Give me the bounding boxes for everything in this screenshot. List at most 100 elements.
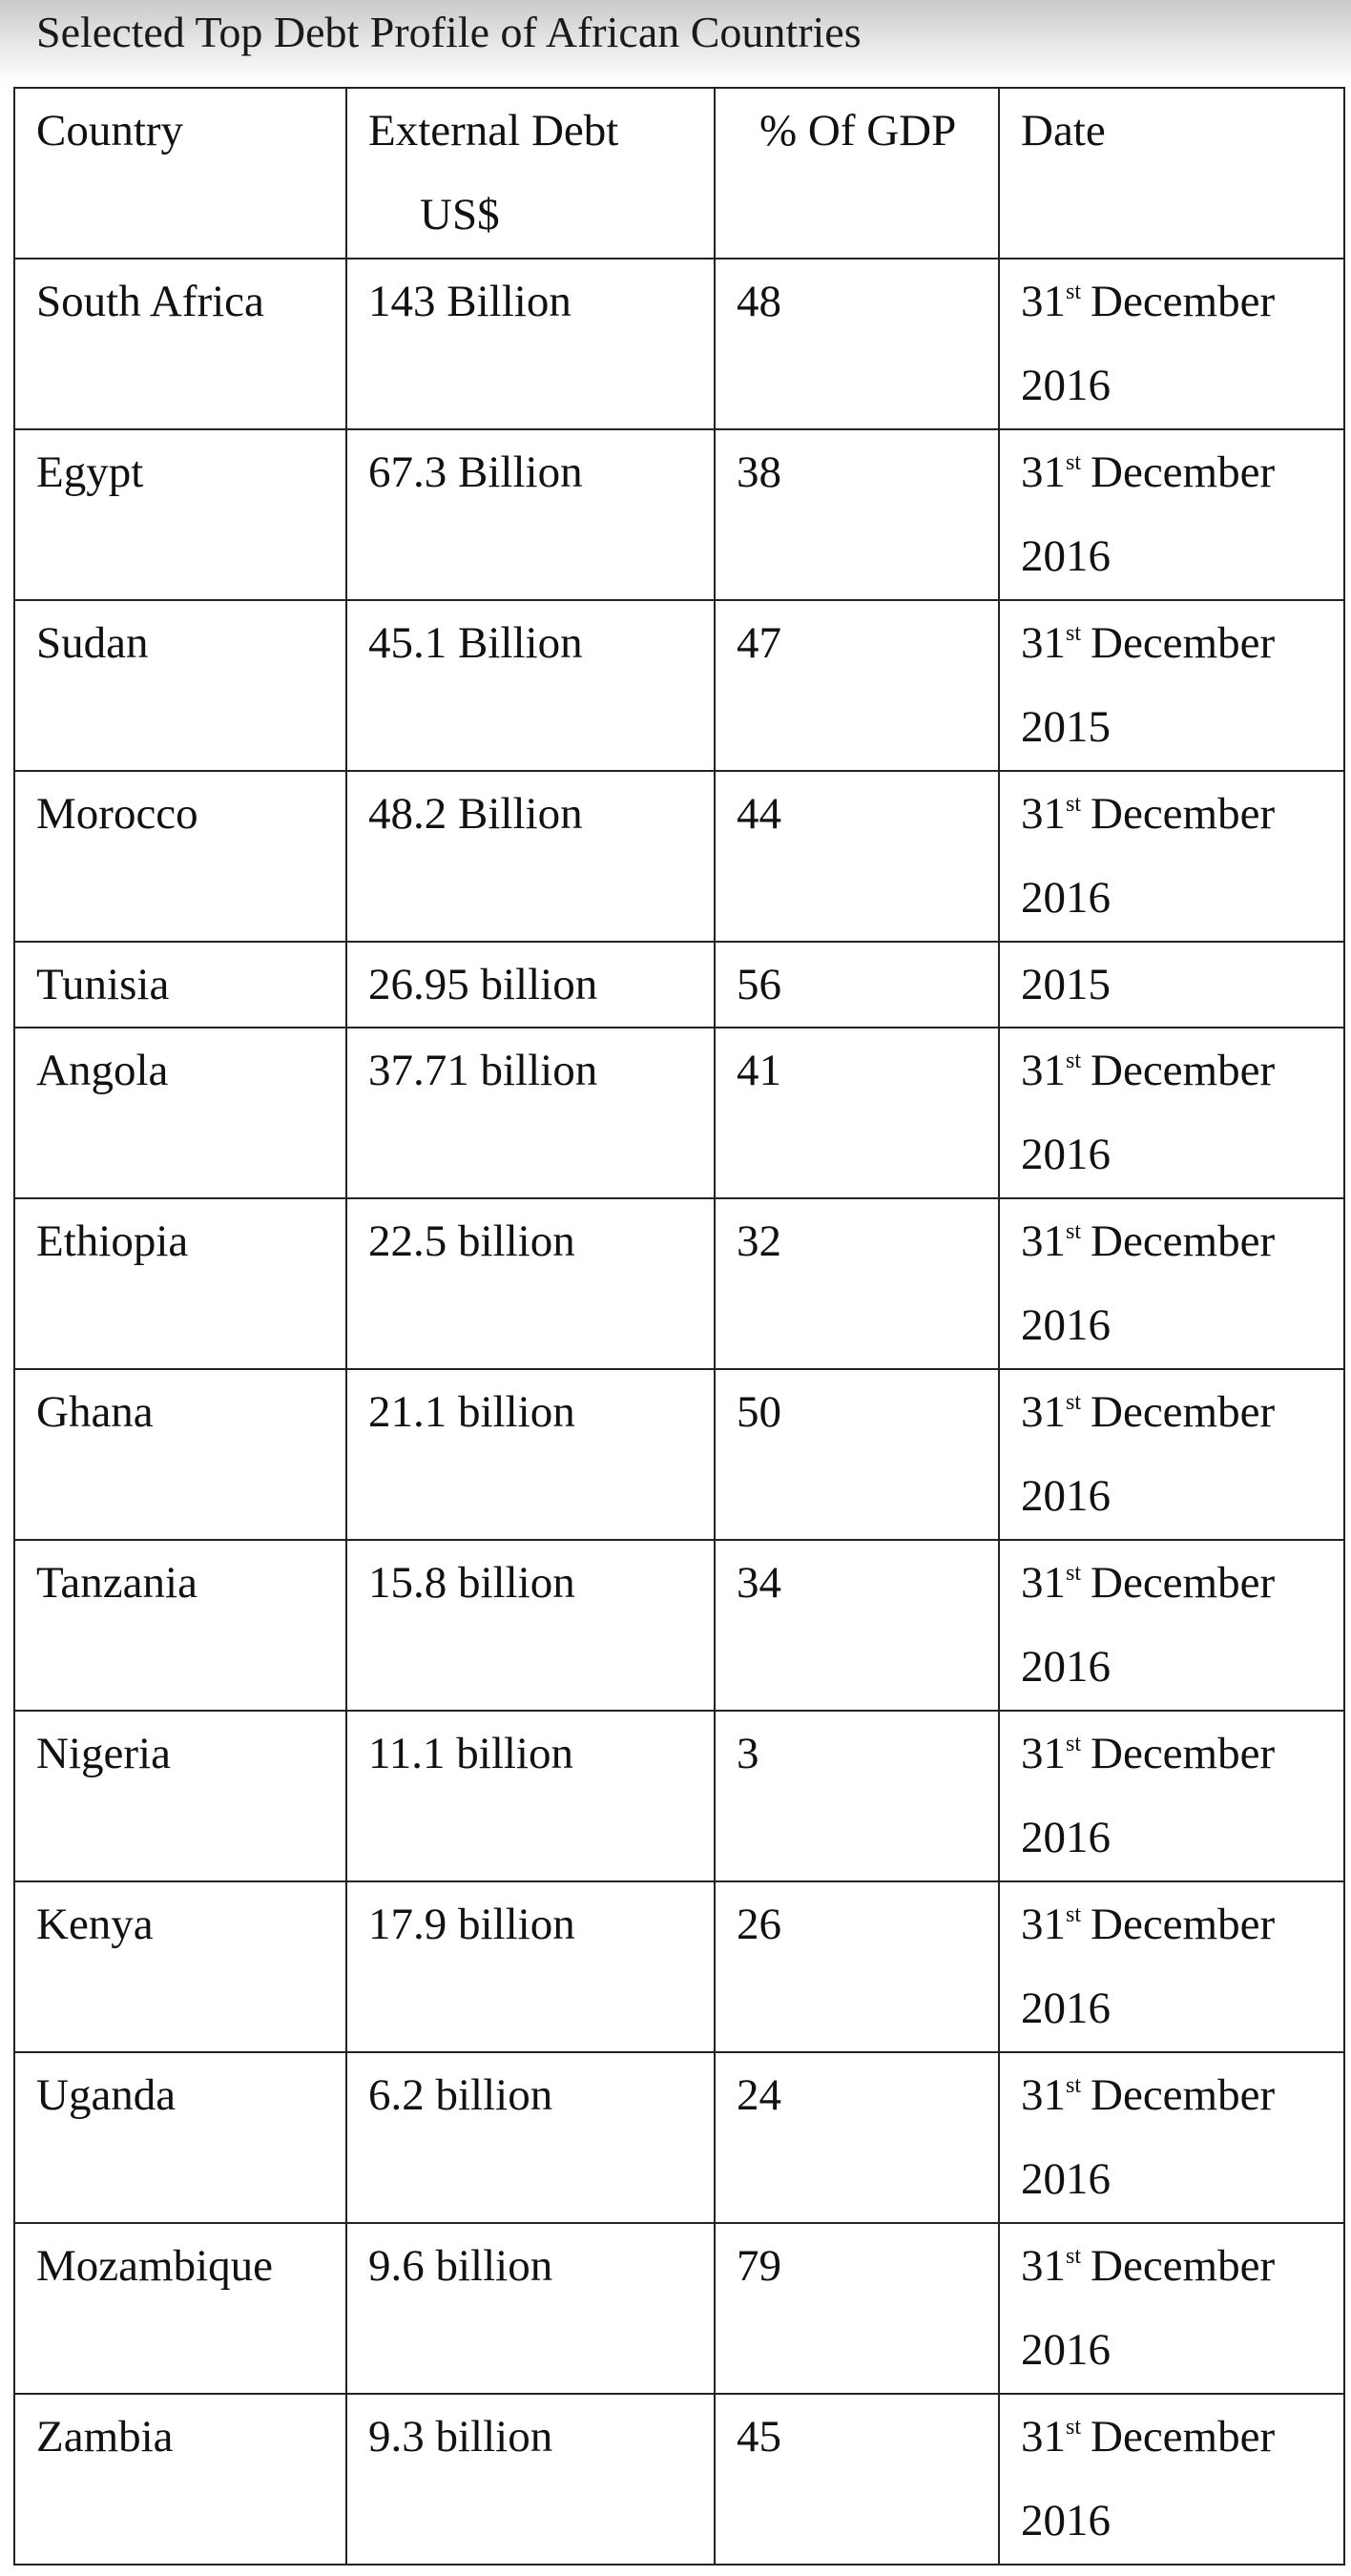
cell-country: Morocco: [13, 770, 347, 943]
cell-date: 2015: [998, 941, 1345, 1028]
date-day-month: 31st December: [1021, 1029, 1342, 1112]
date-year: 2015: [1021, 960, 1111, 1009]
cell-country: Nigeria: [13, 1710, 347, 1882]
date-ordinal-suffix: st: [1066, 1902, 1082, 1927]
date-day: 31: [1021, 2412, 1066, 2462]
date-day: 31: [1021, 789, 1066, 839]
cell-date: 31st December 2015: [998, 599, 1345, 772]
date-day: 31: [1021, 1729, 1066, 1778]
cell-percent-gdp: 50: [714, 1368, 1000, 1541]
date-month: December: [1091, 277, 1276, 326]
table-row: Nigeria 11.1 billion 3 31st December 2016: [13, 1710, 1345, 1882]
table-row: Ethiopia 22.5 billion 32 31st December 2016: [13, 1197, 1345, 1370]
date-month: December: [1091, 618, 1276, 668]
date-ordinal-suffix: st: [1066, 2244, 1082, 2269]
cell-date: 31st December 2016: [998, 2393, 1345, 2566]
date-day: 31: [1021, 1387, 1066, 1437]
date-day-month: 31st December: [1021, 1883, 1342, 1966]
date-day: 31: [1021, 1046, 1066, 1095]
date-day-month: 31st December: [1021, 1200, 1342, 1283]
cell-percent-gdp: 34: [714, 1539, 1000, 1712]
header-date: Date: [998, 87, 1345, 260]
cell-external-debt: 67.3 Billion: [345, 428, 716, 601]
date-day-month: 31st December: [1021, 773, 1342, 856]
table-row: Uganda 6.2 billion 24 31st December 2016: [13, 2051, 1345, 2224]
cell-external-debt: 6.2 billion: [345, 2051, 716, 2224]
cell-country: Angola: [13, 1027, 347, 1199]
date-day-month: 31st December: [1021, 2225, 1342, 2308]
cell-date: 31st December 2016: [998, 1710, 1345, 1882]
cell-country: Zambia: [13, 2393, 347, 2566]
cell-external-debt: 26.95 billion: [345, 941, 716, 1028]
cell-country: Egypt: [13, 428, 347, 601]
cell-date: 31st December 2016: [998, 1368, 1345, 1541]
cell-external-debt: 45.1 Billion: [345, 599, 716, 772]
table-row: South Africa 143 Billion 48 31st December 201…: [13, 258, 1345, 430]
cell-percent-gdp: 26: [714, 1880, 1000, 2053]
date-day: 31: [1021, 618, 1066, 668]
date-year: 2016: [1021, 1984, 1111, 2033]
date-ordinal-suffix: st: [1066, 1390, 1082, 1415]
date-ordinal-suffix: st: [1066, 621, 1082, 646]
date-month: December: [1091, 1900, 1276, 1949]
cell-date: 31st December 2016: [998, 428, 1345, 601]
date-month: December: [1091, 1216, 1276, 1266]
date-day-month: 31st December: [1021, 1542, 1342, 1625]
table-row: Zambia 9.3 billion 45 31st December 2016: [13, 2393, 1345, 2566]
date-day-month: 31st December: [1021, 2396, 1342, 2479]
date-ordinal-suffix: st: [1066, 280, 1082, 304]
date-day-month: 31st December: [1021, 602, 1342, 685]
cell-date: 31st December 2016: [998, 258, 1345, 430]
cell-date: 31st December 2016: [998, 1539, 1345, 1712]
cell-date: 31st December 2016: [998, 2051, 1345, 2224]
date-month: December: [1091, 1558, 1276, 1608]
cell-date: 31st December 2016: [998, 770, 1345, 943]
date-day: 31: [1021, 1216, 1066, 1266]
date-month: December: [1091, 1387, 1276, 1437]
cell-country: Tanzania: [13, 1539, 347, 1712]
date-ordinal-suffix: st: [1066, 1219, 1082, 1244]
date-month: December: [1091, 2070, 1276, 2120]
date-year: 2016: [1021, 531, 1111, 581]
cell-date: 31st December 2016: [998, 1197, 1345, 1370]
date-month: December: [1091, 1729, 1276, 1778]
cell-percent-gdp: 48: [714, 258, 1000, 430]
date-day-month: 31st December: [1021, 2054, 1342, 2137]
cell-percent-gdp: 41: [714, 1027, 1000, 1199]
table-row: Tunisia 26.95 billion 56 2015: [13, 941, 1345, 1028]
table-row: Mozambique 9.6 billion 79 31st December 2016: [13, 2222, 1345, 2395]
date-year: 2016: [1021, 1471, 1111, 1521]
table-body: South Africa 143 Billion 48 31st December 201…: [13, 258, 1345, 2566]
cell-country: Mozambique: [13, 2222, 347, 2395]
cell-percent-gdp: 3: [714, 1710, 1000, 1882]
date-year: 2016: [1021, 1300, 1111, 1350]
debt-profile-table: Country External Debt US$ % Of GDP Date S…: [13, 87, 1345, 2566]
cell-external-debt: 17.9 billion: [345, 1880, 716, 2053]
table-row: Morocco 48.2 Billion 44 31st December 2016: [13, 770, 1345, 943]
date-year: 2016: [1021, 873, 1111, 923]
date-month: December: [1091, 447, 1276, 497]
table-row: Ghana 21.1 billion 50 31st December 2016: [13, 1368, 1345, 1541]
cell-percent-gdp: 38: [714, 428, 1000, 601]
cell-external-debt: 9.3 billion: [345, 2393, 716, 2566]
date-ordinal-suffix: st: [1066, 2073, 1082, 2098]
cell-percent-gdp: 24: [714, 2051, 1000, 2224]
date-year: 2016: [1021, 1813, 1111, 1862]
cell-country: Ethiopia: [13, 1197, 347, 1370]
date-month: December: [1091, 1046, 1276, 1095]
date-ordinal-suffix: st: [1066, 1732, 1082, 1756]
header-country: Country: [13, 87, 347, 260]
cell-country: Tunisia: [13, 941, 347, 1028]
date-day-month: 31st December: [1021, 1371, 1342, 1454]
cell-date: 31st December 2016: [998, 2222, 1345, 2395]
cell-percent-gdp: 44: [714, 770, 1000, 943]
cell-country: Ghana: [13, 1368, 347, 1541]
cell-external-debt: 9.6 billion: [345, 2222, 716, 2395]
date-year: 2016: [1021, 2325, 1111, 2375]
cell-percent-gdp: 56: [714, 941, 1000, 1028]
date-day-month: 31st December: [1021, 1713, 1342, 1796]
date-day-month: 31st December: [1021, 260, 1342, 343]
cell-external-debt: 15.8 billion: [345, 1539, 716, 1712]
date-day: 31: [1021, 1558, 1066, 1608]
